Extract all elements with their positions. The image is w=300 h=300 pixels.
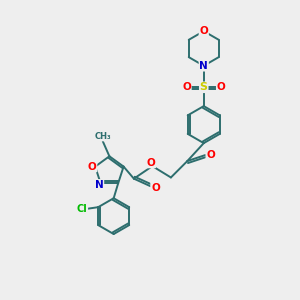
- Text: CH₃: CH₃: [94, 132, 111, 141]
- Text: N: N: [95, 180, 103, 190]
- Text: Cl: Cl: [77, 204, 87, 214]
- Text: O: O: [151, 183, 160, 193]
- Text: O: O: [200, 26, 208, 36]
- Text: O: O: [88, 162, 97, 172]
- Text: O: O: [217, 82, 225, 92]
- Text: O: O: [206, 150, 215, 160]
- Text: O: O: [182, 82, 191, 92]
- Text: N: N: [200, 61, 208, 71]
- Text: S: S: [200, 82, 208, 92]
- Text: O: O: [146, 158, 155, 167]
